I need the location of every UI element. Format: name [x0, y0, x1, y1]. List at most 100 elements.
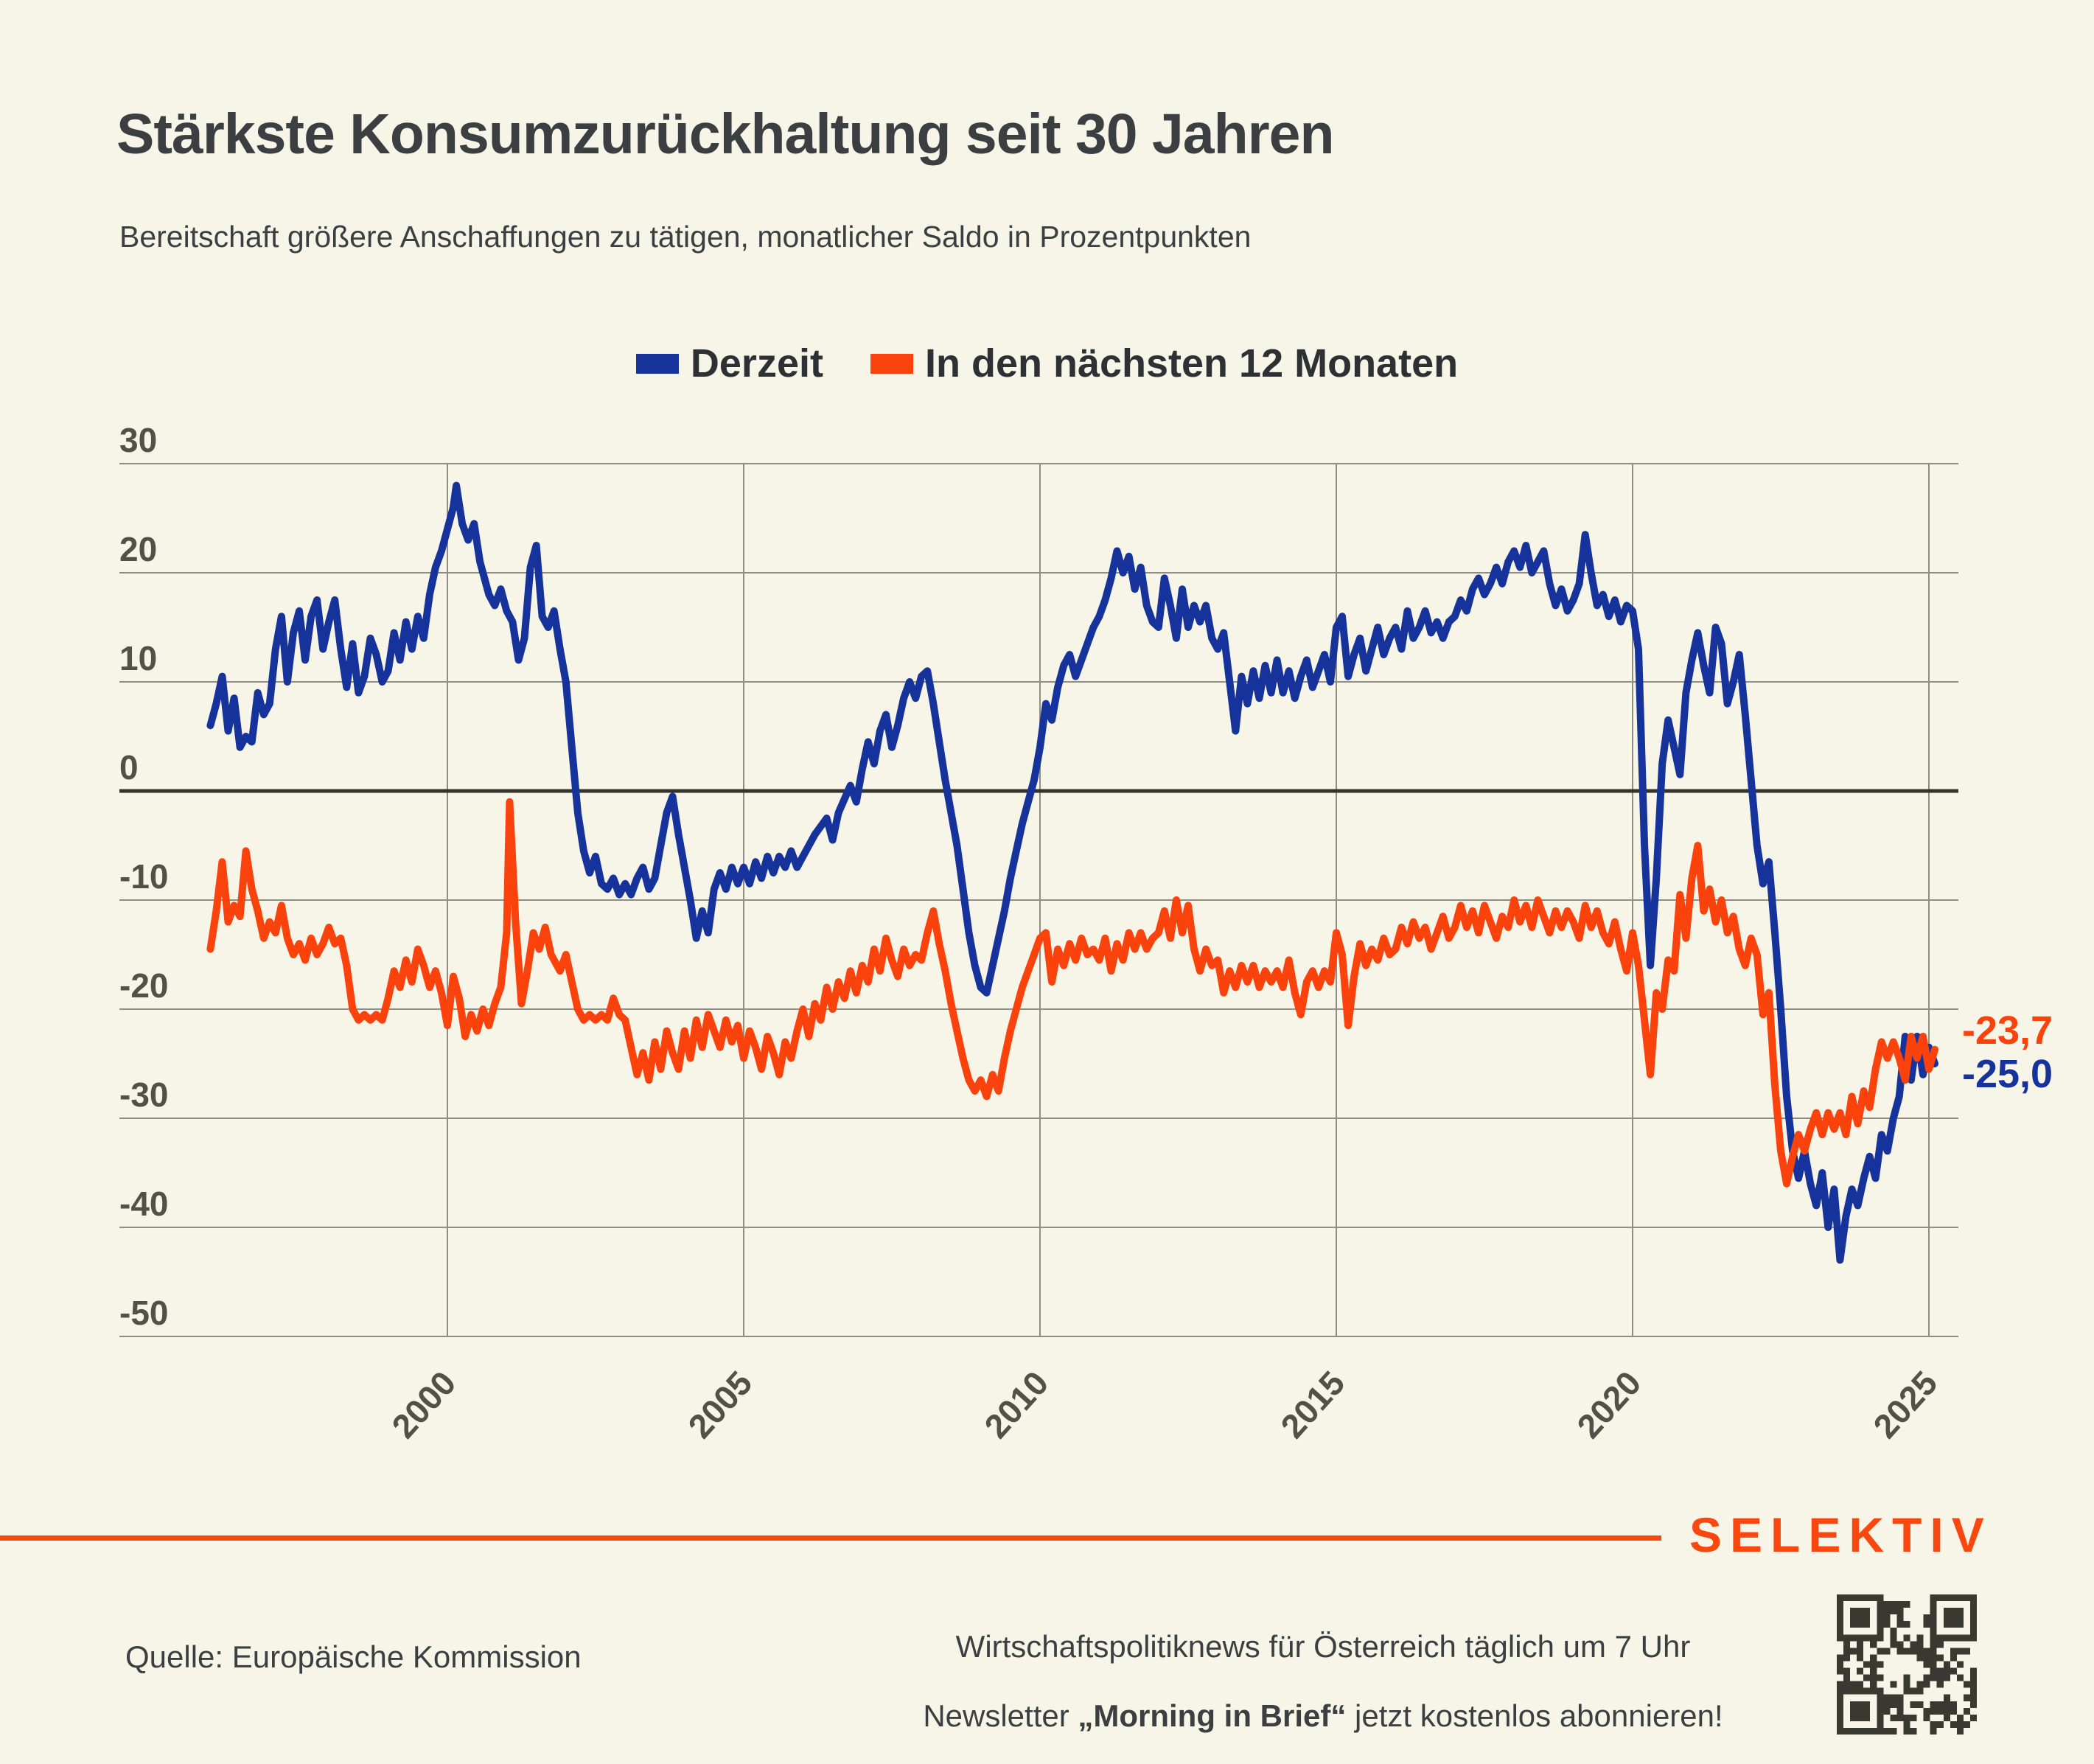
y-axis-label--30: -30 — [119, 1076, 168, 1114]
qr-module — [1969, 1694, 1977, 1701]
qr-module — [1857, 1727, 1864, 1735]
qr-module — [1916, 1687, 1924, 1695]
qr-module — [1896, 1608, 1904, 1615]
qr-module — [1936, 1674, 1944, 1681]
qr-module — [1950, 1654, 1957, 1662]
qr-module — [1896, 1701, 1904, 1708]
qr-module — [1943, 1674, 1950, 1681]
qr-module — [1877, 1714, 1884, 1721]
qr-module — [1936, 1701, 1944, 1708]
qr-module — [1896, 1621, 1904, 1628]
qr-module — [1843, 1727, 1851, 1735]
x-axis-label-2020: 2020 — [1569, 1364, 1648, 1446]
qr-module — [1916, 1634, 1924, 1642]
qr-module — [1916, 1701, 1924, 1708]
qr-module — [1956, 1648, 1964, 1655]
qr-module — [1896, 1641, 1904, 1648]
qr-module — [1843, 1667, 1851, 1675]
qr-module — [1877, 1628, 1884, 1635]
qr-module — [1943, 1694, 1950, 1701]
qr-module — [1896, 1707, 1904, 1715]
qr-module — [1903, 1634, 1910, 1642]
qr-module — [1877, 1608, 1884, 1615]
qr-module — [1930, 1601, 1937, 1608]
qr-module — [1870, 1727, 1877, 1735]
qr-module — [1883, 1621, 1891, 1628]
qr-module — [1837, 1701, 1844, 1708]
qr-module — [1963, 1694, 1970, 1701]
qr-module — [1916, 1641, 1924, 1648]
qr-module — [1930, 1727, 1937, 1735]
x-axis-label-2015: 2015 — [1273, 1364, 1352, 1446]
qr-module — [1930, 1594, 1937, 1602]
qr-module — [1850, 1701, 1857, 1708]
qr-module — [1890, 1714, 1897, 1721]
qr-module — [1930, 1667, 1937, 1675]
qr-module — [1930, 1608, 1937, 1615]
qr-module — [1936, 1667, 1944, 1675]
qr-module — [1950, 1721, 1957, 1728]
qr-module — [1963, 1648, 1970, 1655]
qr-module — [1857, 1667, 1864, 1675]
qr-module — [1950, 1667, 1957, 1675]
qr-module — [1969, 1621, 1977, 1628]
qr-module — [1837, 1594, 1844, 1602]
qr-module — [1923, 1654, 1930, 1662]
qr-module — [1837, 1661, 1844, 1668]
qr-module — [1930, 1628, 1937, 1635]
qr-module — [1950, 1621, 1957, 1628]
qr-module — [1950, 1608, 1957, 1615]
qr-module — [1956, 1661, 1964, 1668]
qr-module — [1890, 1634, 1897, 1642]
qr-module — [1837, 1687, 1844, 1695]
legend-swatch-icon — [635, 353, 679, 374]
qr-module — [1936, 1721, 1944, 1728]
qr-module — [1923, 1681, 1930, 1688]
qr-module — [1896, 1694, 1904, 1701]
end-label-derzeit: -25,0 — [1962, 1052, 2053, 1096]
qr-module — [1910, 1727, 1917, 1735]
qr-module — [1903, 1648, 1910, 1655]
qr-module — [1837, 1721, 1844, 1728]
qr-module — [1956, 1634, 1964, 1642]
qr-module — [1877, 1701, 1884, 1708]
qr-module — [1923, 1714, 1930, 1721]
qr-module — [1969, 1594, 1977, 1602]
qr-module — [1943, 1667, 1950, 1675]
newsletter-line2-bold: „Morning in Brief“ — [1078, 1698, 1347, 1733]
qr-module — [1930, 1721, 1937, 1728]
legend-swatch-icon — [870, 353, 913, 374]
qr-module — [1837, 1714, 1844, 1721]
qr-module — [1877, 1687, 1884, 1695]
y-axis-label-10: 10 — [119, 639, 157, 677]
x-axis-label-2025: 2025 — [1866, 1364, 1944, 1446]
qr-module — [1890, 1628, 1897, 1635]
qr-module — [1950, 1701, 1957, 1708]
qr-module — [1877, 1721, 1884, 1728]
qr-module — [1837, 1694, 1844, 1701]
qr-module — [1963, 1594, 1970, 1602]
qr-code — [1837, 1594, 1977, 1735]
page-subtitle: Bereitschaft größere Anschaffungen zu tä… — [119, 220, 1252, 254]
qr-module — [1870, 1634, 1877, 1642]
qr-module — [1877, 1707, 1884, 1715]
qr-module — [1943, 1714, 1950, 1721]
qr-module — [1843, 1634, 1851, 1642]
legend-label: Derzeit — [690, 341, 823, 386]
qr-module — [1943, 1707, 1950, 1715]
qr-module — [1870, 1641, 1877, 1648]
qr-module — [1857, 1641, 1864, 1648]
qr-module — [1843, 1681, 1851, 1688]
qr-module — [1857, 1714, 1864, 1721]
y-axis-label-30: 30 — [119, 421, 157, 459]
qr-module — [1963, 1634, 1970, 1642]
newsletter-promo: Wirtschaftspolitiknews für Österreich tä… — [848, 1629, 1798, 1734]
qr-module — [1837, 1608, 1844, 1615]
qr-module — [1877, 1601, 1884, 1608]
qr-module — [1910, 1687, 1917, 1695]
qr-module — [1850, 1634, 1857, 1642]
qr-module — [1969, 1687, 1977, 1695]
qr-module — [1936, 1654, 1944, 1662]
qr-module — [1877, 1594, 1884, 1602]
